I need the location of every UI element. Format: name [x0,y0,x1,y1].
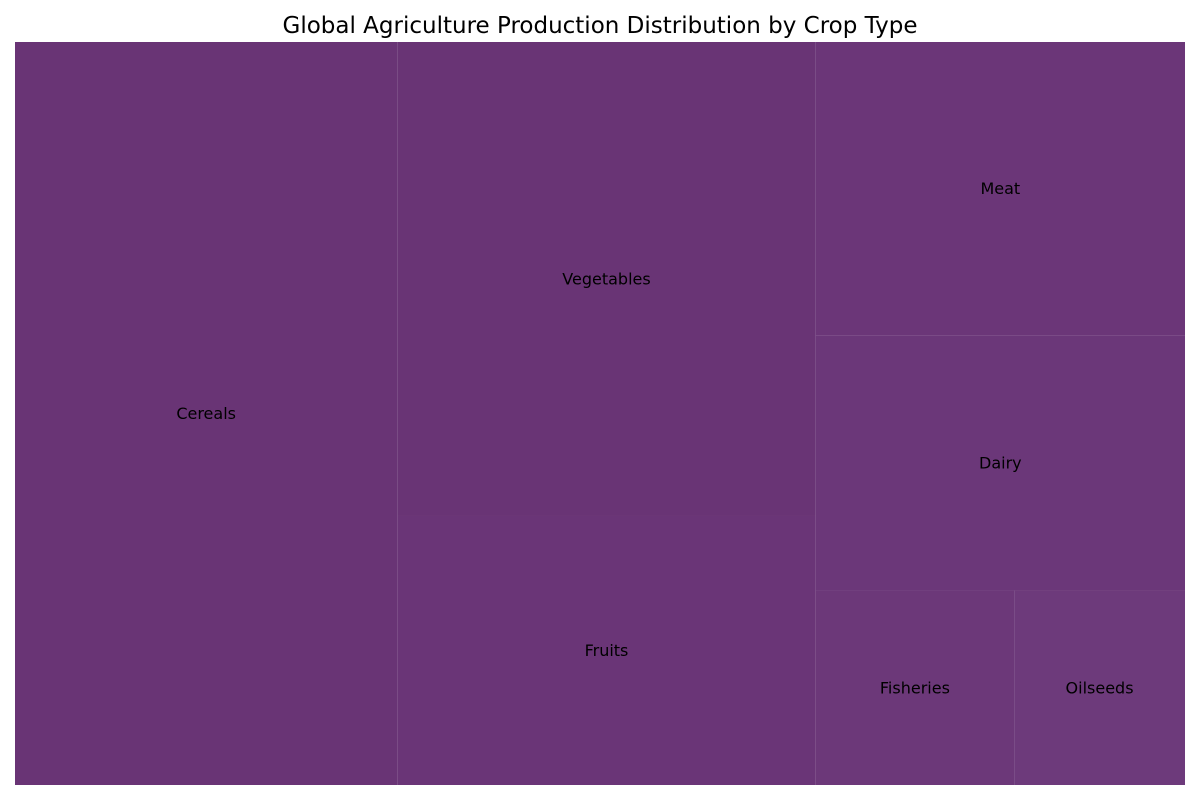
tile-label-cereals: Cereals [176,404,236,423]
tile-fisheries [815,590,1015,785]
tile-label-vegetables: Vegetables [562,269,650,288]
tile-label-meat: Meat [980,179,1020,198]
tile-cereals [15,42,398,785]
chart-title: Global Agriculture Production Distributi… [283,13,918,39]
tile-label-dairy: Dairy [979,453,1022,472]
tile-dairy [815,335,1185,591]
tile-label-fruits: Fruits [585,641,629,660]
treemap-labels: Cereals Vegetables Fruits Meat Dairy Fisherie… [176,179,1133,697]
tile-oilseeds [1014,590,1185,785]
tile-label-fisheries: Fisheries [880,678,950,697]
treemap-tiles [15,42,1185,785]
tile-label-oilseeds: Oilseeds [1066,678,1134,697]
tile-meat [815,42,1185,336]
tile-fruits [397,515,816,785]
tile-vegetables [397,42,816,516]
